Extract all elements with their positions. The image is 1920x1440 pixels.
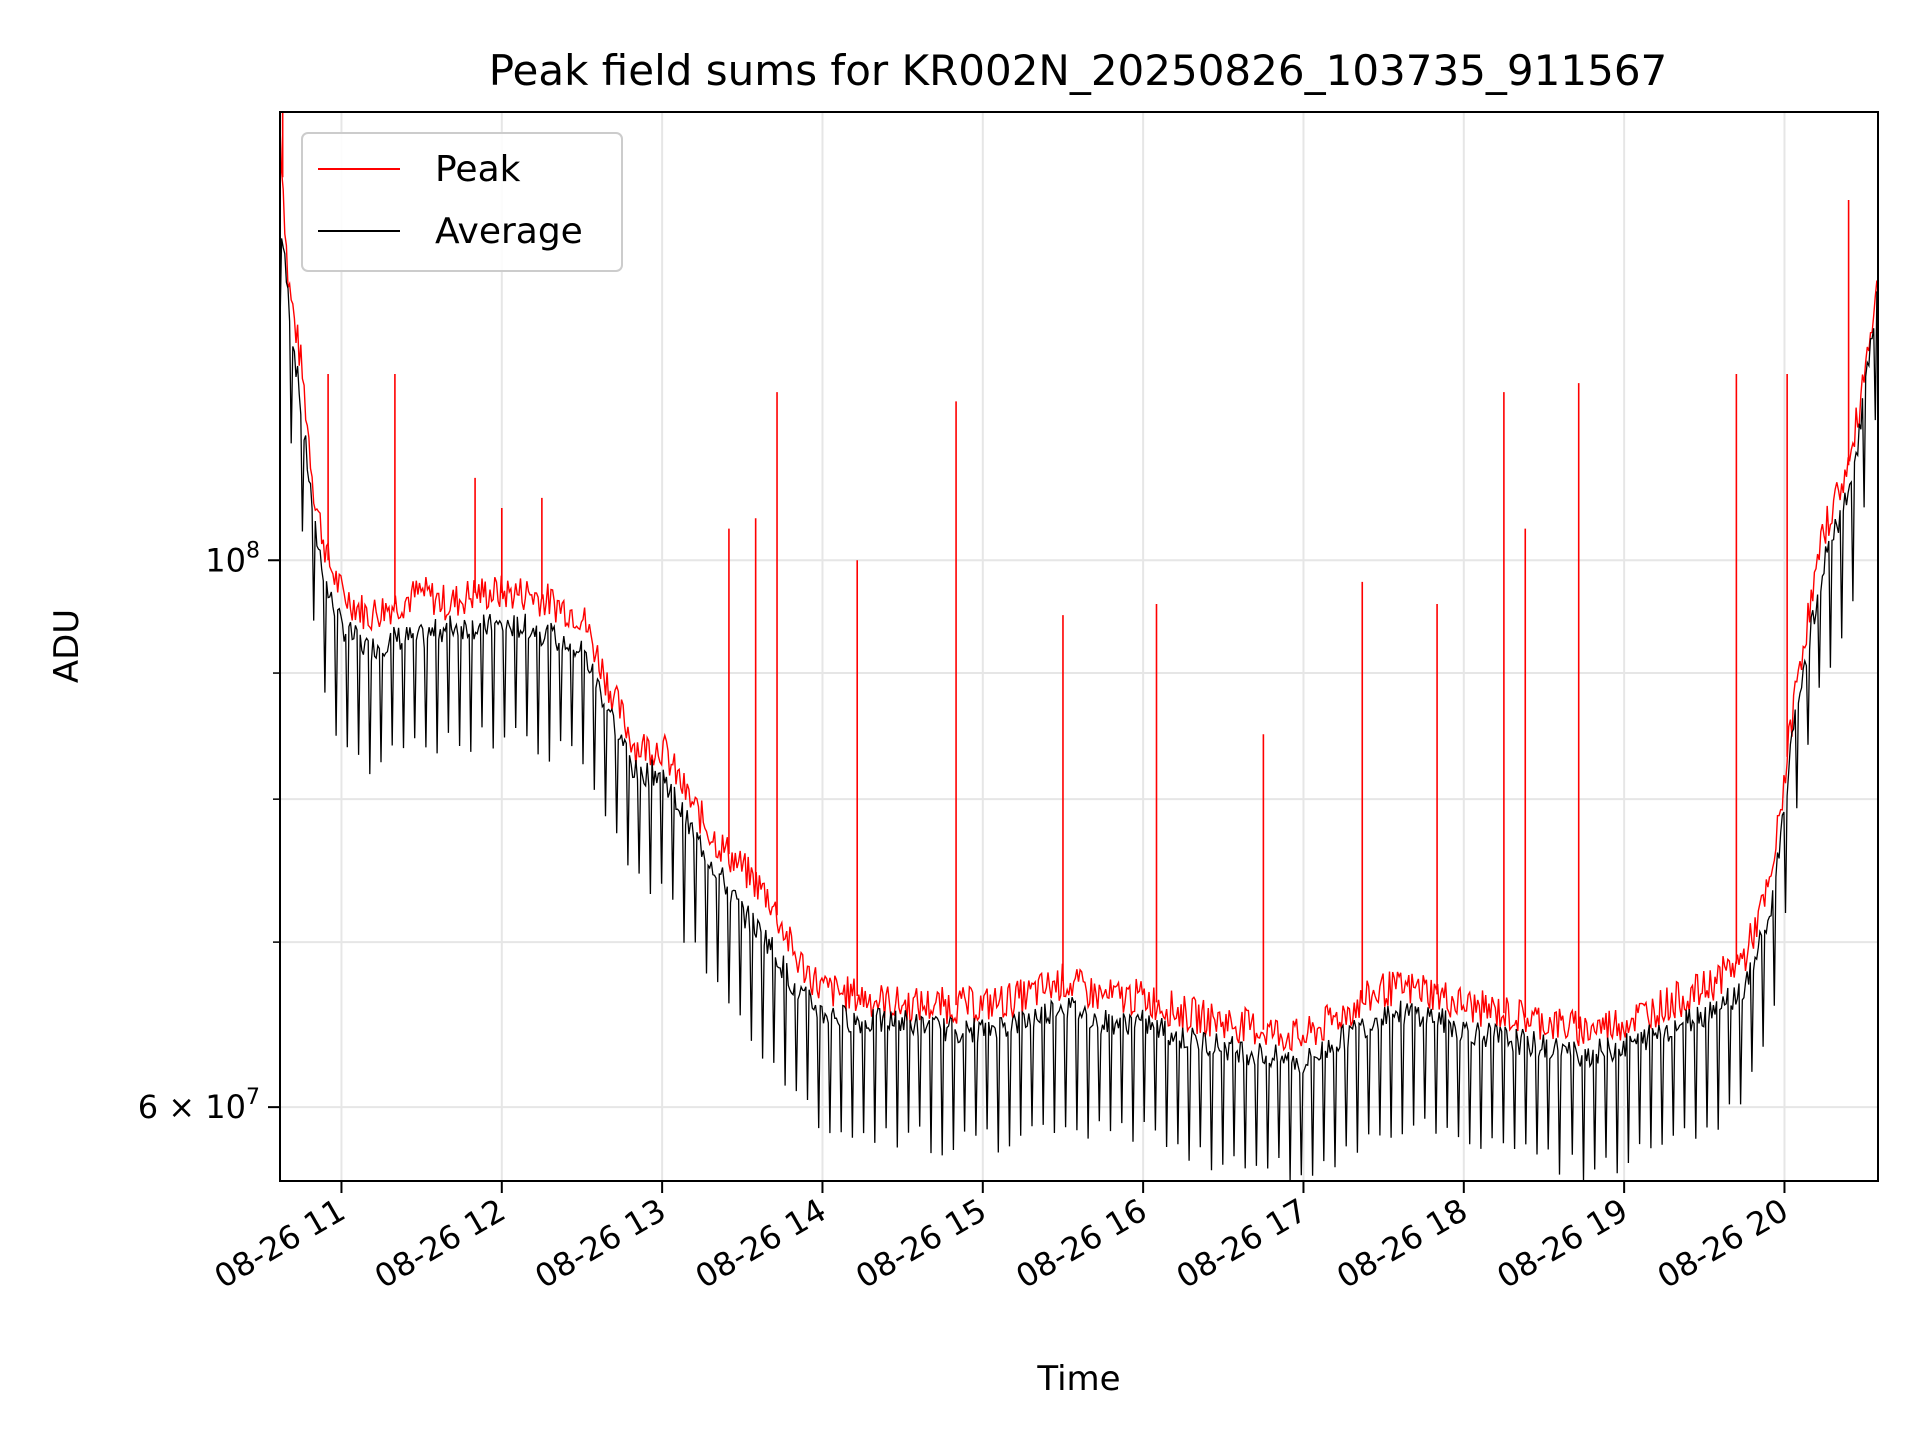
- y-tick-label: 6 × 107: [138, 1085, 260, 1126]
- series-line-peak: [279, 126, 1878, 1052]
- plot-frame: [279, 111, 1879, 1182]
- grid: [280, 112, 1878, 1181]
- legend-label-average: Average: [435, 211, 583, 252]
- y-axis-label: ADU: [47, 609, 87, 683]
- legend: Peak Average: [301, 132, 623, 272]
- legend-box: [301, 132, 623, 272]
- y-tick-label: 108: [205, 538, 260, 579]
- series-line-average: [279, 238, 1878, 1182]
- y-axis: 108 6 × 107: [138, 538, 280, 1126]
- chart-title: Peak field sums for KR002N_20250826_1037…: [489, 46, 1668, 95]
- legend-label-peak: Peak: [435, 149, 521, 190]
- x-axis-label: Time: [1036, 1359, 1120, 1399]
- plot-area: [279, 112, 1878, 1182]
